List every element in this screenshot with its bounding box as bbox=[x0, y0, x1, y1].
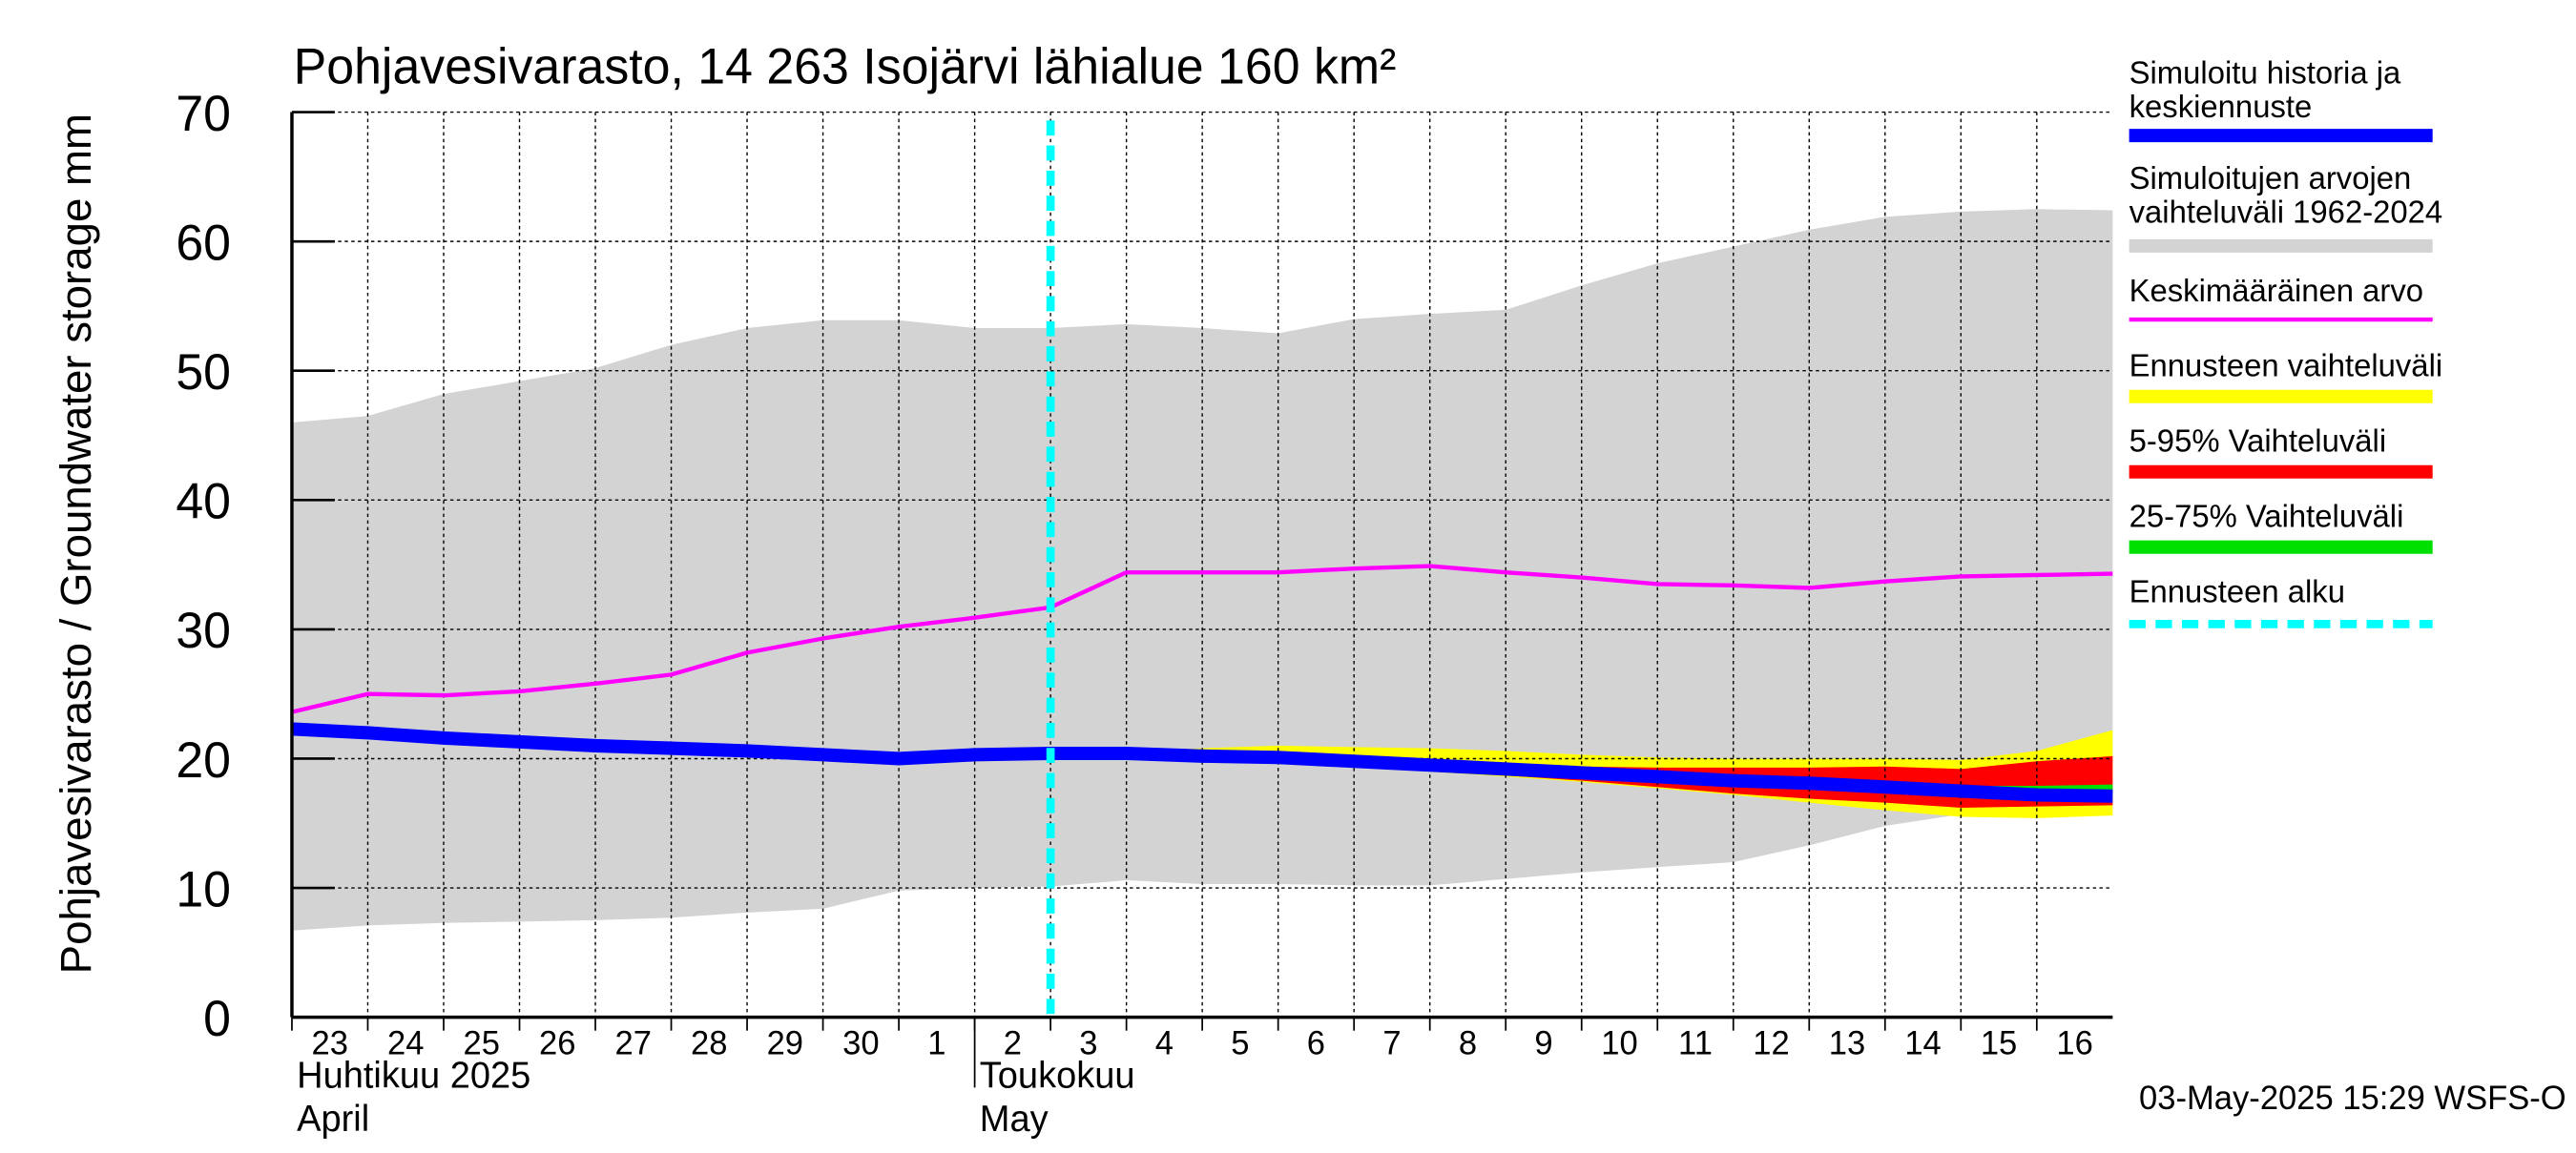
chart-title: Pohjavesivarasto, 14 263 Isojärvi lähial… bbox=[294, 39, 1397, 94]
month-label-english: April bbox=[297, 1099, 369, 1140]
x-tick-label: 11 bbox=[1678, 1024, 1713, 1061]
x-tick-label: 16 bbox=[2056, 1024, 2092, 1061]
x-tick-label: 7 bbox=[1382, 1024, 1401, 1061]
month-label-english: May bbox=[980, 1099, 1049, 1140]
x-tick-label: 8 bbox=[1459, 1024, 1477, 1061]
x-tick-label: 6 bbox=[1307, 1024, 1325, 1061]
legend-label-5-95-vaihteluvali: 5-95% Vaihteluväli bbox=[2129, 423, 2387, 459]
x-tick-label: 24 bbox=[387, 1024, 424, 1061]
x-tick-label: 29 bbox=[767, 1024, 803, 1061]
series-line-keskimaarainen-arvo bbox=[291, 564, 2113, 714]
x-tick-label: 23 bbox=[311, 1024, 347, 1061]
x-tick-label: 15 bbox=[1981, 1024, 2017, 1061]
chart-lines bbox=[291, 120, 2113, 1018]
x-tick-label: 26 bbox=[539, 1024, 575, 1061]
x-tick-label: 25 bbox=[464, 1024, 500, 1061]
legend-label-simuloitujen-arvojen-vaihteluvali-1962-2024: vaihteluväli 1962-2024 bbox=[2129, 195, 2443, 230]
legend-label-simuloitu-historia-ja-keskiennuste: keskiennuste bbox=[2129, 90, 2313, 125]
x-tick-label: 2 bbox=[1004, 1024, 1022, 1061]
legend-label-simuloitujen-arvojen-vaihteluvali-1962-2024: Simuloitujen arvojen bbox=[2129, 161, 2412, 196]
y-tick-label: 70 bbox=[176, 87, 231, 142]
y-axis-label: Pohjavesivarasto / Groundwater storage m… bbox=[52, 113, 100, 974]
y-tick-label: 0 bbox=[203, 992, 231, 1047]
footer-timestamp: 03-May-2025 15:29 WSFS-O bbox=[2139, 1080, 2566, 1117]
y-tick-label: 30 bbox=[176, 604, 231, 659]
y-tick-label: 40 bbox=[176, 474, 231, 529]
month-label: Huhtikuu 2025 bbox=[297, 1055, 530, 1096]
legend-label-25-75-vaihteluvali: 25-75% Vaihteluväli bbox=[2129, 499, 2404, 534]
x-tick-label: 30 bbox=[842, 1024, 879, 1061]
x-tick-label: 5 bbox=[1231, 1024, 1249, 1061]
legend-label-simuloitu-historia-ja-keskiennuste: Simuloitu historia ja bbox=[2129, 56, 2401, 92]
x-tick-label: 10 bbox=[1601, 1024, 1637, 1061]
band-5-95-vaihteluvali bbox=[1050, 753, 2113, 809]
x-tick-label: 9 bbox=[1534, 1024, 1552, 1061]
y-tick-label: 50 bbox=[176, 345, 231, 401]
month-label: Toukokuu bbox=[980, 1055, 1135, 1096]
y-tick-label: 20 bbox=[176, 732, 231, 788]
legend-label-keskimaarainen-arvo: Keskimääräinen arvo bbox=[2129, 274, 2423, 309]
x-tick-label: 13 bbox=[1829, 1024, 1865, 1061]
x-tick-label: 28 bbox=[691, 1024, 727, 1061]
x-tick-label: 3 bbox=[1079, 1024, 1097, 1061]
x-tick-label: 12 bbox=[1753, 1024, 1789, 1061]
y-tick-label: 60 bbox=[176, 216, 231, 271]
legend-label-ennusteen-vaihteluvali: Ennusteen vaihteluväli bbox=[2129, 349, 2443, 384]
x-tick-label: 14 bbox=[1904, 1024, 1941, 1061]
x-tick-label: 4 bbox=[1155, 1024, 1174, 1061]
x-tick-label: 1 bbox=[927, 1024, 945, 1061]
y-tick-label: 10 bbox=[176, 862, 231, 917]
series-line-simuloitu-historia-ja-keskiennuste bbox=[291, 722, 2113, 803]
x-tick-label: 27 bbox=[615, 1024, 652, 1061]
legend-label-ennusteen-alku: Ennusteen alku bbox=[2129, 574, 2345, 609]
